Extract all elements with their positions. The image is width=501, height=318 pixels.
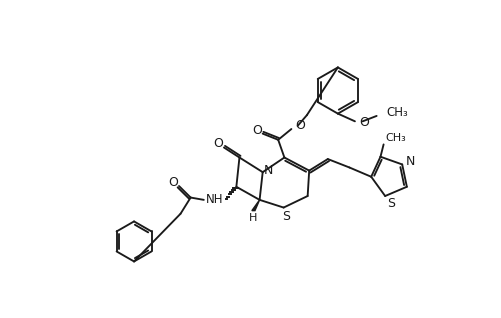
Text: NH: NH: [205, 193, 223, 206]
Polygon shape: [252, 200, 259, 211]
Text: N: N: [404, 155, 414, 168]
Text: S: S: [387, 197, 395, 210]
Text: O: O: [295, 120, 305, 132]
Text: S: S: [282, 210, 290, 223]
Text: O: O: [252, 124, 262, 137]
Text: O: O: [213, 137, 223, 150]
Text: CH₃: CH₃: [384, 133, 405, 143]
Text: N: N: [264, 164, 273, 177]
Text: CH₃: CH₃: [386, 106, 408, 119]
Text: O: O: [358, 116, 368, 129]
Text: O: O: [167, 176, 177, 189]
Text: H: H: [248, 212, 257, 223]
